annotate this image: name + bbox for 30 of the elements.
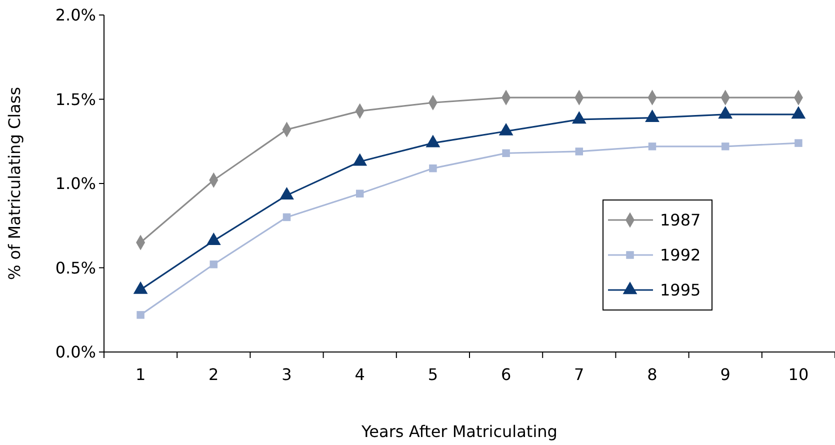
point	[721, 142, 730, 150]
y-axis-title: % of Matriculating Class	[5, 86, 24, 280]
legend-label: 1995	[660, 280, 701, 300]
point	[136, 311, 144, 319]
point	[502, 149, 510, 158]
point	[575, 148, 584, 156]
x-tick-label: 4	[354, 365, 365, 384]
x-axis-title: Years After Matriculating	[360, 422, 558, 441]
x-tick-label: 3	[282, 365, 292, 384]
point	[210, 260, 218, 268]
y-tick-label: 1.0%	[55, 174, 96, 194]
x-tick-label: 6	[500, 365, 512, 384]
x-tick-label: 7	[574, 365, 584, 384]
point	[356, 190, 364, 198]
x-tick-label: 10	[788, 365, 809, 384]
point	[429, 164, 437, 172]
legend-label: 1992	[660, 246, 701, 265]
point	[648, 142, 656, 150]
x-tick-label: 9	[720, 365, 730, 384]
x-tick-label: 5	[428, 365, 438, 384]
y-tick-label: 0.5%	[55, 258, 96, 278]
legend-label: 1987	[660, 210, 701, 230]
y-tick-label: 2.0%	[55, 6, 96, 25]
point	[794, 139, 802, 147]
y-tick-label: 0.0%	[55, 342, 96, 362]
x-tick-label: 8	[647, 365, 658, 384]
x-tick-label: 2	[208, 365, 219, 384]
point	[282, 213, 291, 222]
x-tick-label: 1	[135, 365, 146, 384]
y-tick-label: 1.5%	[55, 90, 96, 109]
